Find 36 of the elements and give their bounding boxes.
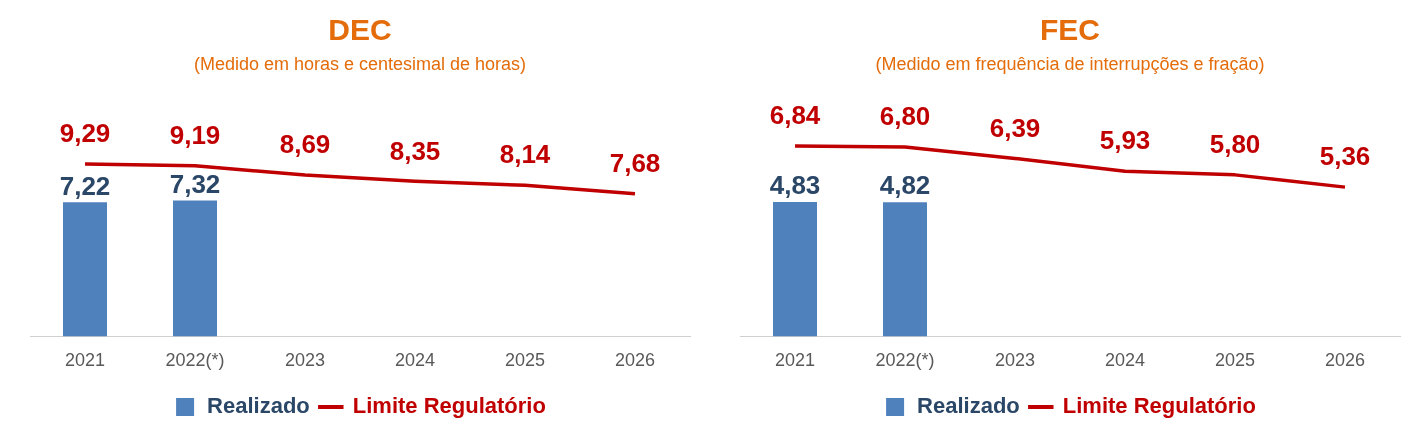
x-tick-label: 2021 [774, 350, 816, 371]
data-label: 6,84 [769, 100, 821, 131]
data-label: 7,32 [169, 168, 221, 199]
x-tick-label: 2026 [1324, 350, 1366, 371]
x-tick-label: 2023 [284, 350, 326, 371]
data-label: 8,35 [389, 135, 441, 166]
data-label: 5,80 [1209, 129, 1261, 160]
data-label: 5,36 [1319, 141, 1371, 172]
x-tick-label: 2021 [64, 350, 106, 371]
chart-title: DEC [328, 13, 392, 47]
legend-label: Limite Regulatório [1062, 393, 1256, 419]
x-tick-label: 2026 [614, 350, 656, 371]
x-tick-label: 2022(*) [875, 350, 935, 371]
x-tick-label: 2025 [1214, 350, 1256, 371]
data-label: 5,93 [1099, 125, 1151, 156]
x-tick-label: 2024 [394, 350, 436, 371]
chart-title: FEC [1040, 13, 1100, 47]
data-label: 8,69 [279, 129, 331, 160]
data-label: 9,29 [59, 118, 111, 149]
chart-subtitle: (Medido em horas e centesimal de horas) [193, 53, 527, 74]
data-label: 7,22 [59, 170, 111, 201]
data-label: 9,19 [169, 119, 221, 150]
legend-label: Realizado [917, 393, 1020, 419]
legend-label: Realizado [207, 393, 310, 419]
chart-subtitle: (Medido em frequência de interrupções e fração) [875, 53, 1265, 74]
data-label: 4,82 [879, 170, 931, 201]
data-label: 4,83 [769, 170, 821, 201]
x-tick-label: 2025 [504, 350, 546, 371]
x-tick-label: 2024 [1104, 350, 1146, 371]
data-label: 8,14 [499, 139, 551, 170]
x-tick-label: 2023 [994, 350, 1036, 371]
data-label: 6,39 [989, 112, 1041, 143]
legend-label: Limite Regulatório [352, 393, 546, 419]
data-label: 7,68 [609, 147, 661, 178]
x-tick-label: 2022(*) [165, 350, 225, 371]
data-label: 6,80 [879, 101, 931, 132]
